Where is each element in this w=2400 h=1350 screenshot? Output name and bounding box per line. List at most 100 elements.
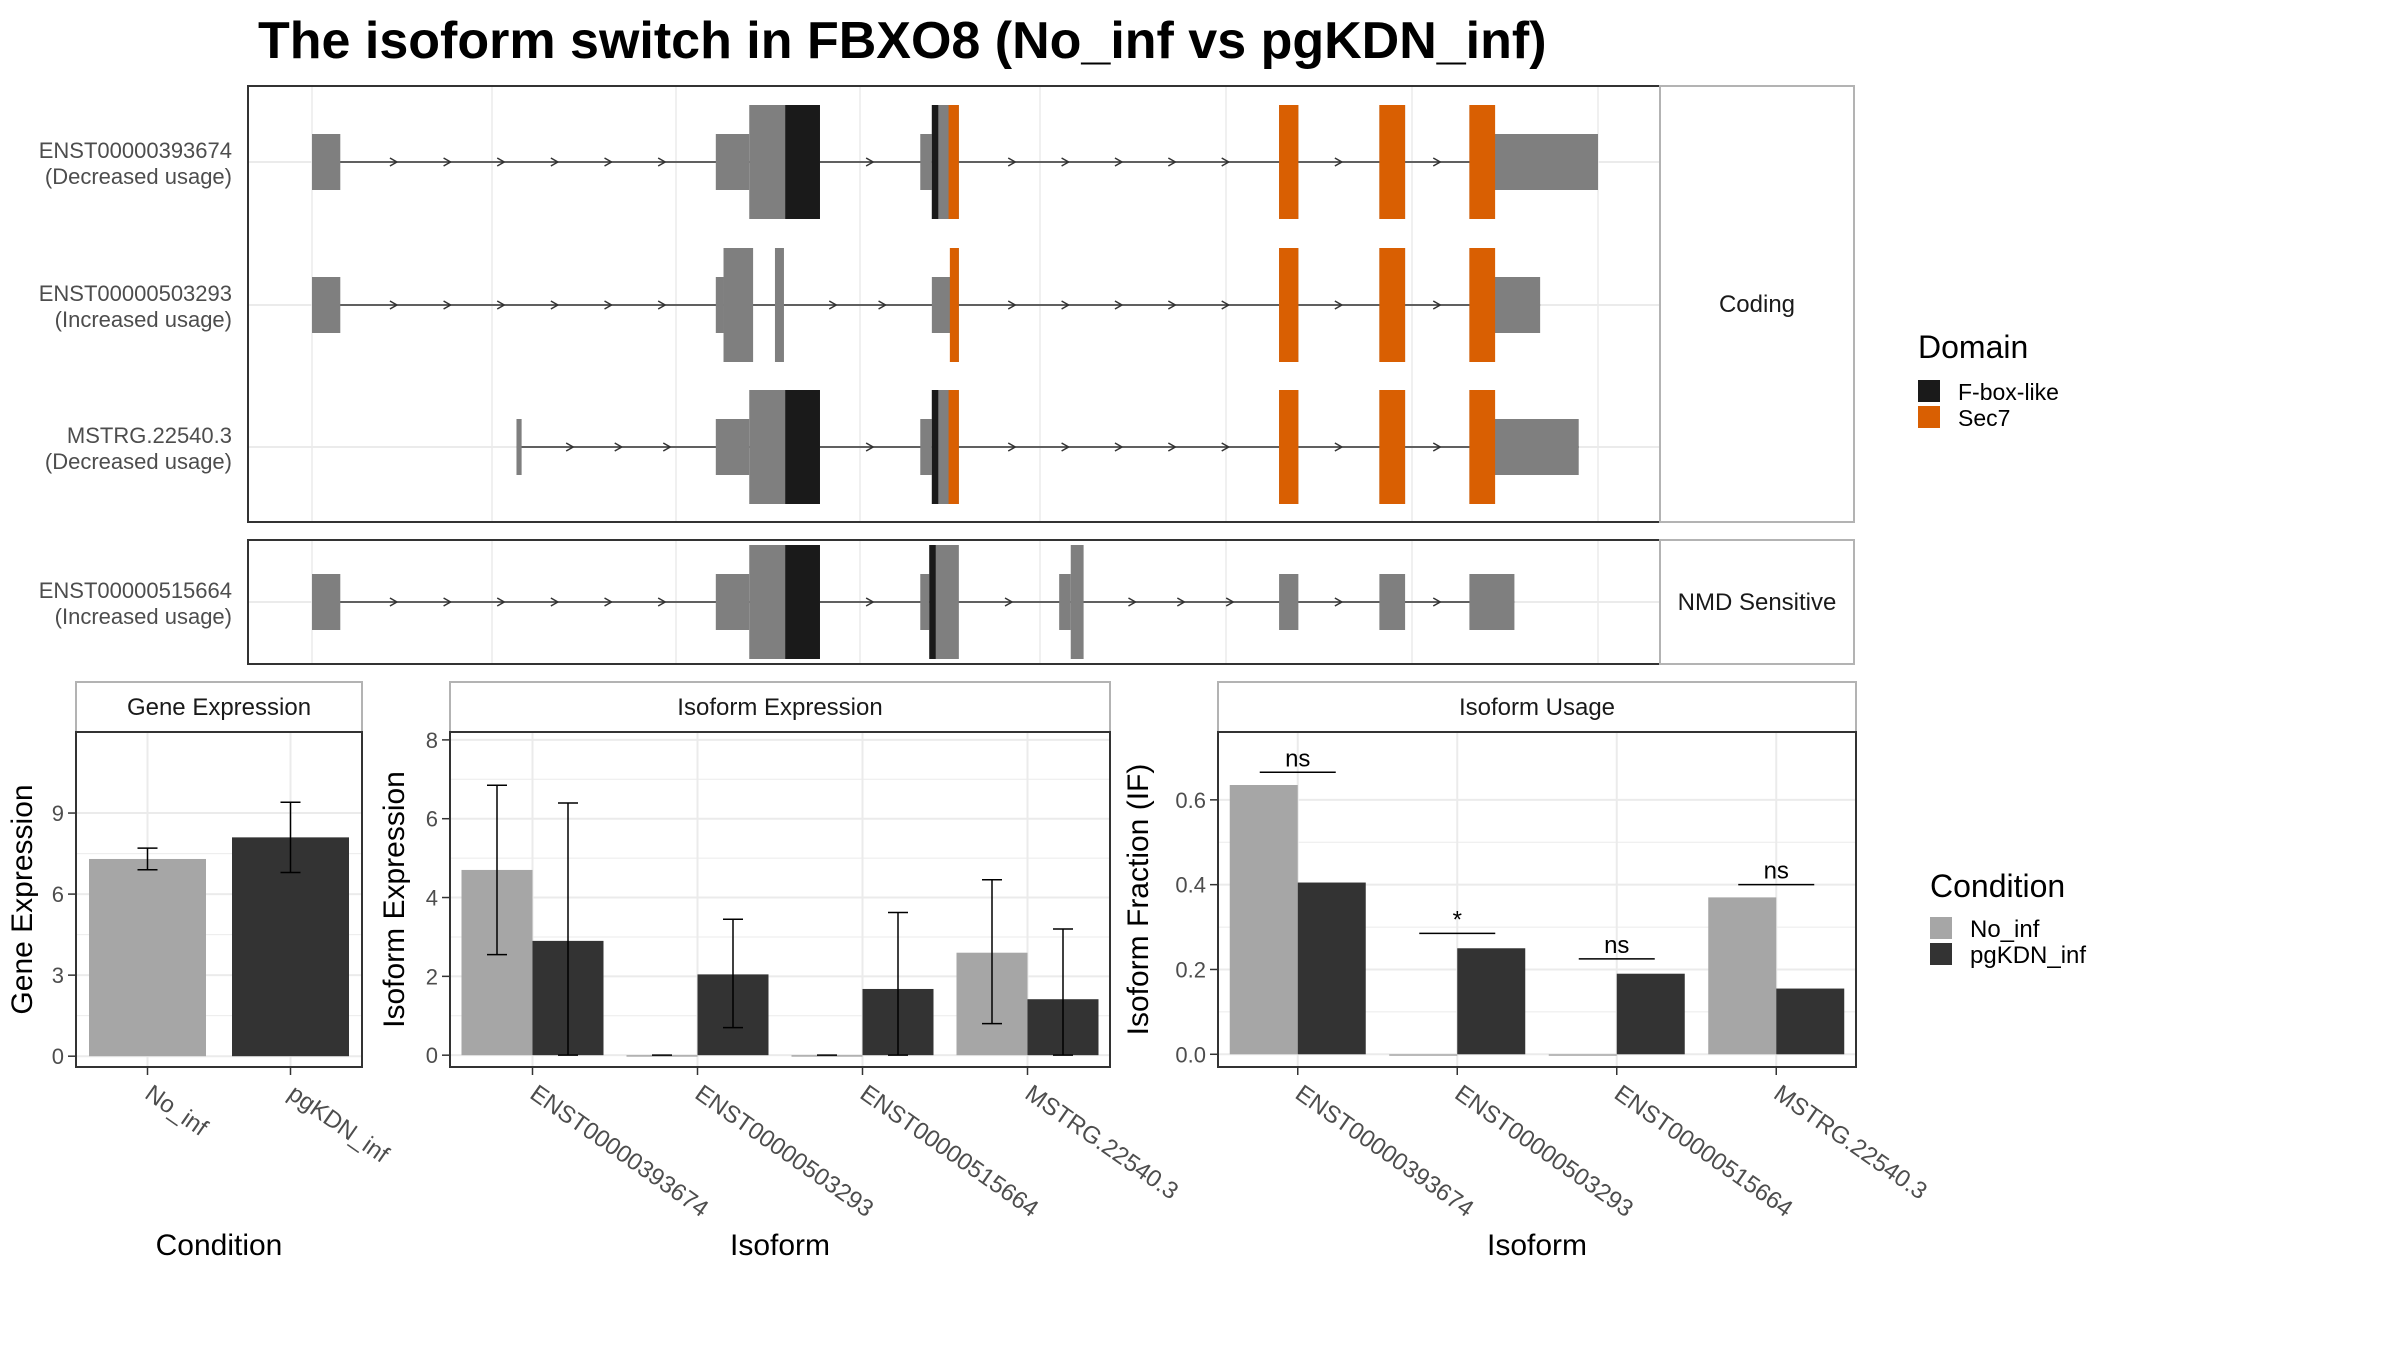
facet-label: NMD Sensitive: [1678, 589, 1837, 616]
intron-direction-arrow: [496, 157, 506, 167]
intron-direction-arrow: [1221, 157, 1231, 167]
intron-direction-arrow: [550, 300, 560, 310]
legend-title: Condition: [1930, 868, 2065, 904]
intron-direction-arrow: [1061, 300, 1071, 310]
domain-sec7: [1279, 105, 1299, 219]
intron-direction-arrow: [865, 597, 875, 607]
x-axis-title: Isoform: [730, 1229, 830, 1262]
intron-direction-arrow: [389, 157, 399, 167]
intron-direction-arrow: [1432, 597, 1442, 607]
intron-direction-arrow: [1225, 597, 1235, 607]
intron-direction-arrow: [865, 157, 875, 167]
utr-exon: [1279, 574, 1299, 630]
intron-direction-arrow: [657, 157, 667, 167]
y-axis-title: Gene Expression: [6, 784, 39, 1014]
domain-sec7: [1469, 105, 1496, 219]
x-tick-label: ENST00000515664: [855, 1080, 1043, 1223]
domain-sec7: [1279, 390, 1299, 504]
intron-direction-arrow: [604, 300, 614, 310]
bar: [89, 858, 206, 1057]
utr-exon: [920, 134, 932, 190]
y-tick-label: 6: [52, 882, 64, 907]
intron-direction-arrow: [1114, 157, 1124, 167]
domain-sec7: [1379, 390, 1406, 504]
domain-f-box-like: [785, 105, 820, 219]
legend-entry: F-box-like: [1958, 379, 2059, 405]
bar: [1548, 1054, 1617, 1056]
figure-title: The isoform switch in FBXO8 (No_inf vs p…: [258, 12, 1547, 70]
gene-structure-plot: ENST00000393674(Decreased usage)ENST0000…: [39, 85, 1855, 665]
utr-exon: [715, 574, 750, 630]
structure-panel-2: ENST00000515664(Increased usage) NMD Sens…: [39, 539, 1855, 665]
transcript-MSTRG.22540.3: [516, 390, 1579, 504]
intron-direction-arrow: [1176, 597, 1186, 607]
panel-strip: [449, 681, 1111, 733]
domain-sec7: [1469, 248, 1496, 362]
intron-direction-arrow: [1334, 300, 1344, 310]
intron-direction-arrow: [443, 597, 453, 607]
intron-direction-arrow: [1128, 597, 1137, 607]
transcript-id-label: ENST00000393674: [39, 138, 232, 163]
plot-border: [75, 731, 363, 1068]
y-tick-label: 0.4: [1175, 873, 1206, 898]
intron-direction-arrow: [828, 300, 838, 310]
intron-direction-arrow: [662, 442, 672, 452]
bar: [1616, 973, 1685, 1055]
domain-sec7: [948, 105, 959, 219]
domain-f-box-like: [929, 545, 936, 659]
plot-border: [1217, 731, 1857, 1068]
isoform-usage-panel: Isoform Usagens*nsns0.00.20.40.6ENST0000…: [1122, 681, 1932, 1262]
intron-direction-arrow: [1061, 157, 1071, 167]
domain-sec7: [948, 390, 959, 504]
utr-exon: [1379, 574, 1406, 630]
y-tick-label: 0: [52, 1044, 64, 1069]
panel-title: Gene Expression: [127, 694, 311, 721]
legend-entry: pgKDN_inf: [1970, 942, 2086, 969]
intron-direction-arrow: [865, 442, 875, 452]
intron-direction-arrow: [496, 300, 506, 310]
legend-key-sec7: [1918, 406, 1940, 428]
intron-direction-arrow: [657, 597, 667, 607]
intron-direction-arrow: [550, 157, 560, 167]
bar: [1457, 948, 1526, 1055]
bar: [1389, 1054, 1458, 1056]
transcript-id-label: MSTRG.22540.3: [67, 423, 232, 448]
x-tick-label: No_inf: [140, 1080, 213, 1142]
intron-direction-arrow: [1007, 157, 1017, 167]
y-tick-label: 6: [426, 807, 438, 832]
facet-label: Coding: [1719, 291, 1795, 318]
facet-strip: [1659, 85, 1855, 523]
intron-direction-arrow: [1221, 300, 1231, 310]
x-axis-title: Isoform: [1487, 1229, 1587, 1262]
domain-f-box-like: [931, 390, 939, 504]
intron-direction-arrow: [1221, 442, 1231, 452]
facet-strip: [1659, 539, 1855, 665]
x-tick-label: pgKDN_inf: [283, 1080, 394, 1169]
y-tick-label: 0.6: [1175, 788, 1206, 813]
panel-title: Isoform Usage: [1459, 694, 1615, 721]
x-tick-label: MSTRG.22540.3: [1020, 1080, 1183, 1205]
transcript-status-label: (Decreased usage): [45, 449, 232, 474]
y-tick-label: 3: [52, 963, 64, 988]
legend-key-pgkdn-inf: [1930, 943, 1952, 965]
significance-label: *: [1453, 906, 1462, 933]
utr-exon: [920, 419, 932, 475]
cds-exon: [1070, 545, 1084, 659]
transcript-status-label: (Decreased usage): [45, 164, 232, 189]
y-tick-label: 0: [426, 1043, 438, 1068]
significance-label: ns: [1764, 858, 1789, 885]
y-tick-label: 9: [52, 801, 64, 826]
domain-sec7: [1379, 105, 1406, 219]
bar: [1229, 785, 1298, 1055]
intron-direction-arrow: [550, 597, 560, 607]
utr-exon: [1059, 574, 1071, 630]
intron-direction-arrow: [878, 300, 888, 310]
utr-exon: [715, 419, 750, 475]
panel-title: Isoform Expression: [677, 694, 882, 721]
isoform-expression-panel: Isoform Expression02468ENST00000393674EN…: [378, 681, 1183, 1262]
x-tick-label: ENST00000393674: [525, 1080, 713, 1223]
utr-exon: [931, 277, 952, 333]
y-axis-title: Isoform Expression: [378, 771, 411, 1028]
